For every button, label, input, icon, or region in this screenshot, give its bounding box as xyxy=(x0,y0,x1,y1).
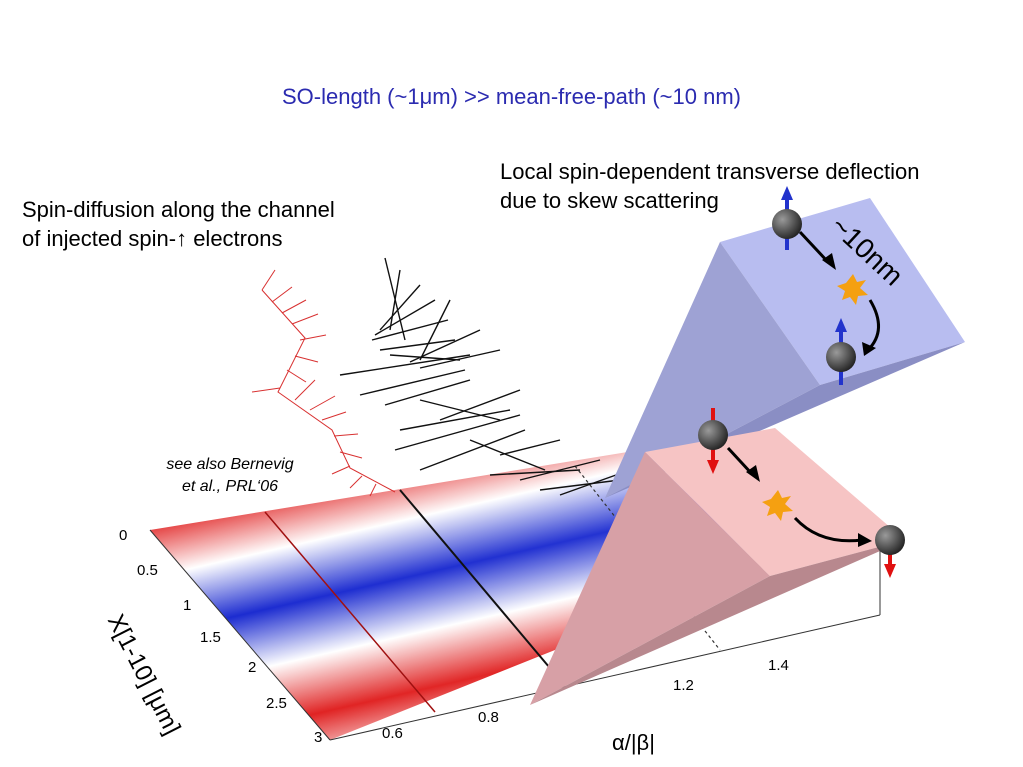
alpha-tick: 1.2 xyxy=(673,677,694,694)
alpha-axis-ticks: 0.6 0.8 1.2 1.4 xyxy=(382,657,789,742)
right-caption-line1: Local spin-dependent transverse deflecti… xyxy=(500,159,920,184)
alpha-tick: 0.8 xyxy=(478,709,499,726)
scatter-star-icon-1 xyxy=(837,274,868,305)
x-tick: 3 xyxy=(314,729,322,746)
left-caption-line1: Spin-diffusion along the channel xyxy=(22,197,335,222)
electron-icon-2 xyxy=(826,342,856,372)
slide-title: SO-length (~1μm) >> mean-free-path (~10 … xyxy=(282,84,741,109)
right-caption: Local spin-dependent transverse deflecti… xyxy=(500,157,920,215)
x-tick: 0.5 xyxy=(137,562,158,579)
left-caption: Spin-diffusion along the channel of inje… xyxy=(22,195,335,253)
x-tick: 2 xyxy=(248,659,256,676)
spin-down-electrons xyxy=(698,408,905,578)
x-axis-ticks: 0 0.5 1 1.5 2 2.5 3 xyxy=(119,527,322,746)
electron-icon-3 xyxy=(698,420,728,450)
spin-up-trail-red xyxy=(251,269,396,497)
alpha-axis-label: α/|β| xyxy=(612,730,655,755)
x-tick: 0 xyxy=(119,527,127,544)
spin-up-electrons xyxy=(772,186,880,385)
alpha-tick: 1.4 xyxy=(768,657,789,674)
right-caption-line2: due to skew scattering xyxy=(500,188,719,213)
scatter-star-icon-2 xyxy=(762,490,793,521)
electron-icon-4 xyxy=(875,525,905,555)
x-tick: 1.5 xyxy=(200,629,221,646)
spin-up-trail-black xyxy=(339,257,631,496)
reference-note: see also Bernevig et al., PRL‘06 xyxy=(130,454,330,498)
reference-line1: see also Bernevig xyxy=(166,456,294,473)
x-tick: 1 xyxy=(183,597,191,614)
electron-icon-1 xyxy=(772,209,802,239)
alpha-tick: 0.6 xyxy=(382,725,403,742)
left-caption-line2: of injected spin-↑ electrons xyxy=(22,226,283,251)
x-tick: 2.5 xyxy=(266,695,287,712)
reference-line2: et al., PRL‘06 xyxy=(181,478,279,495)
